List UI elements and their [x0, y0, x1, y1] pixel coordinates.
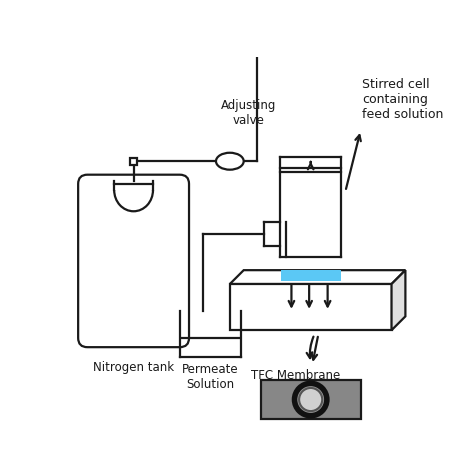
Bar	[281, 270, 341, 281]
Bar	[261, 380, 361, 419]
Polygon shape	[230, 284, 392, 330]
Polygon shape	[392, 270, 405, 330]
Text: Adjusting
valve: Adjusting valve	[221, 99, 277, 127]
Ellipse shape	[216, 153, 244, 170]
FancyArrowPatch shape	[307, 337, 313, 358]
Bar	[130, 158, 137, 164]
Text: Nitrogen tank: Nitrogen tank	[93, 361, 174, 374]
Circle shape	[294, 383, 327, 416]
Text: TFC Membrane: TFC Membrane	[251, 369, 340, 382]
Text: Permeate
Solution: Permeate Solution	[182, 364, 239, 392]
FancyBboxPatch shape	[78, 175, 189, 347]
Polygon shape	[230, 270, 405, 284]
Circle shape	[299, 388, 322, 411]
Text: Stirred cell
containing
feed solution: Stirred cell containing feed solution	[362, 78, 444, 121]
